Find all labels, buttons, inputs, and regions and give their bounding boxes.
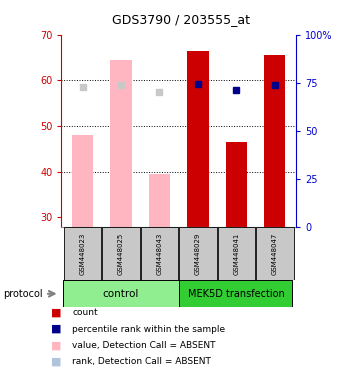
FancyBboxPatch shape [218,227,255,280]
Bar [264,55,286,227]
Text: control: control [103,289,139,299]
Text: GSM448041: GSM448041 [234,232,239,275]
FancyBboxPatch shape [63,280,179,307]
Bar [72,135,93,227]
Text: ■: ■ [51,340,61,350]
Text: ■: ■ [51,308,61,318]
FancyBboxPatch shape [141,227,178,280]
FancyBboxPatch shape [102,227,140,280]
Bar [149,174,170,227]
Text: protocol: protocol [4,289,43,299]
Text: count: count [72,308,98,318]
FancyBboxPatch shape [179,280,292,307]
Text: rank, Detection Call = ABSENT: rank, Detection Call = ABSENT [72,357,211,366]
Text: GSM448029: GSM448029 [195,232,201,275]
Text: ■: ■ [51,356,61,366]
Text: ■: ■ [51,324,61,334]
Bar [187,51,209,227]
Text: GDS3790 / 203555_at: GDS3790 / 203555_at [112,13,249,26]
Text: value, Detection Call = ABSENT: value, Detection Call = ABSENT [72,341,216,350]
FancyBboxPatch shape [64,227,101,280]
Text: GSM448043: GSM448043 [156,232,162,275]
Text: GSM448047: GSM448047 [272,232,278,275]
Text: GSM448023: GSM448023 [79,232,86,275]
FancyBboxPatch shape [256,227,294,280]
FancyBboxPatch shape [179,227,217,280]
Bar [110,60,131,227]
Bar [226,142,247,227]
Text: MEK5D transfection: MEK5D transfection [188,289,285,299]
Text: GSM448025: GSM448025 [118,232,124,275]
Text: percentile rank within the sample: percentile rank within the sample [72,324,225,334]
